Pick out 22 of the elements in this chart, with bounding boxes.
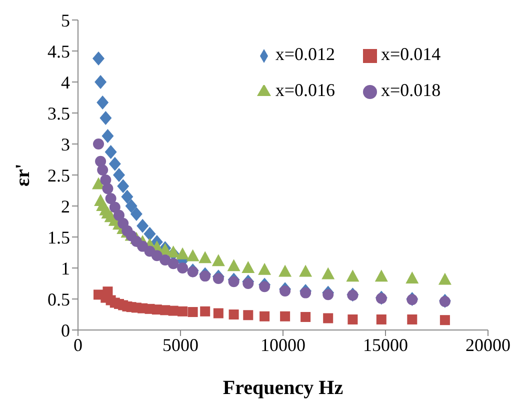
- y-tick-label: 3: [61, 134, 70, 154]
- legend-label: x=0.012: [275, 44, 335, 64]
- y-tick-label: 4.5: [48, 41, 70, 62]
- y-axis-title: εr': [12, 164, 34, 186]
- x-axis-title: Frequency Hz: [222, 377, 344, 400]
- x-tick-label: 5000: [162, 334, 198, 355]
- y-tick-label: 2.5: [48, 165, 70, 186]
- y-tick-label: 0: [61, 320, 70, 340]
- y-tick-label: 2: [61, 196, 70, 216]
- legend-label: x=0.014: [381, 44, 441, 64]
- x-tick-label: 15000: [363, 334, 408, 355]
- x-tick-label: 20000: [466, 334, 510, 355]
- y-tick-label: 0.5: [48, 289, 70, 310]
- y-tick-label: 1: [61, 258, 70, 278]
- legend-label: x=0.018: [381, 80, 441, 100]
- x-tick-label: 10000: [260, 334, 306, 355]
- y-tick-label: 1.5: [48, 227, 70, 248]
- y-tick-label: 3.5: [48, 103, 70, 124]
- x-tick-label: 0: [74, 334, 82, 355]
- legend-label: x=0.016: [275, 80, 335, 100]
- y-tick-label: 5: [61, 10, 70, 30]
- y-tick-label: 4: [61, 72, 70, 92]
